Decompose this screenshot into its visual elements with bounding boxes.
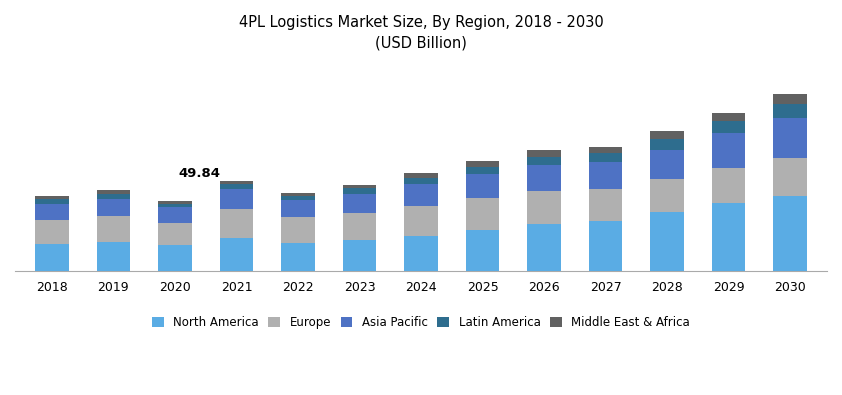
Bar (404, 236, 438, 271)
Bar (158, 223, 192, 245)
Bar (35, 220, 69, 245)
Bar (650, 150, 684, 179)
Bar (343, 188, 376, 194)
Bar (466, 230, 499, 271)
Bar (466, 161, 499, 167)
Bar (589, 153, 622, 162)
Bar (527, 157, 561, 165)
Bar (589, 147, 622, 153)
Legend: North America, Europe, Asia Pacific, Latin America, Middle East & Africa: North America, Europe, Asia Pacific, Lat… (147, 311, 695, 334)
Bar (35, 245, 69, 271)
Bar (650, 139, 684, 150)
Bar (466, 167, 499, 174)
Bar (404, 205, 438, 236)
Bar (343, 185, 376, 188)
Bar (97, 194, 131, 199)
Bar (589, 189, 622, 221)
Bar (97, 190, 131, 194)
Bar (220, 209, 253, 238)
Bar (343, 240, 376, 271)
Text: 49.84: 49.84 (179, 167, 221, 180)
Bar (527, 224, 561, 271)
Bar (281, 200, 315, 217)
Bar (158, 245, 192, 271)
Bar (404, 177, 438, 184)
Bar (711, 133, 745, 167)
Bar (343, 213, 376, 240)
Bar (589, 221, 622, 271)
Bar (773, 158, 807, 196)
Bar (220, 184, 253, 189)
Bar (404, 173, 438, 177)
Bar (220, 189, 253, 209)
Bar (281, 217, 315, 243)
Bar (650, 132, 684, 139)
Bar (404, 184, 438, 205)
Bar (711, 203, 745, 271)
Bar (35, 199, 69, 204)
Bar (97, 216, 131, 242)
Bar (589, 162, 622, 189)
Bar (220, 238, 253, 271)
Bar (35, 204, 69, 220)
Bar (281, 193, 315, 196)
Title: 4PL Logistics Market Size, By Region, 2018 - 2030
(USD Billion): 4PL Logistics Market Size, By Region, 20… (238, 15, 604, 51)
Bar (711, 120, 745, 133)
Bar (527, 165, 561, 191)
Bar (773, 94, 807, 103)
Bar (343, 194, 376, 213)
Bar (281, 243, 315, 271)
Bar (711, 167, 745, 203)
Bar (466, 174, 499, 198)
Bar (650, 212, 684, 271)
Bar (773, 103, 807, 118)
Bar (650, 179, 684, 212)
Bar (527, 191, 561, 224)
Bar (281, 196, 315, 200)
Bar (35, 196, 69, 199)
Bar (158, 207, 192, 223)
Bar (711, 113, 745, 120)
Bar (220, 181, 253, 184)
Bar (527, 150, 561, 157)
Bar (158, 201, 192, 204)
Bar (158, 204, 192, 207)
Bar (97, 242, 131, 271)
Bar (773, 196, 807, 271)
Bar (773, 118, 807, 158)
Bar (97, 199, 131, 216)
Bar (466, 198, 499, 230)
